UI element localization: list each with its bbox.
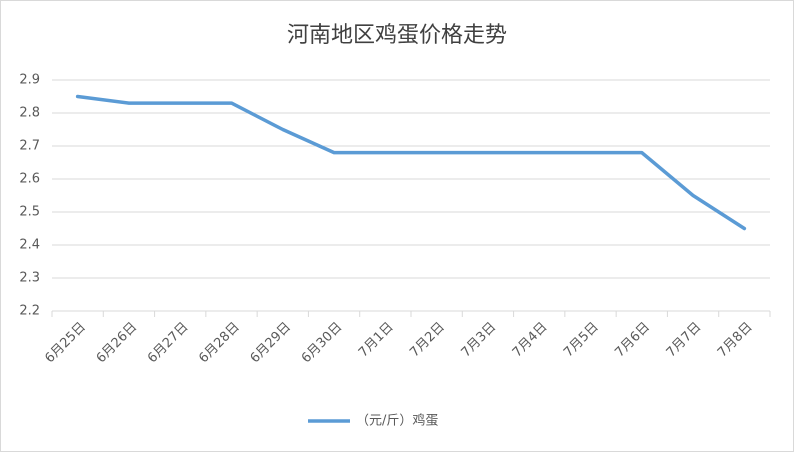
y-tick-label: 2.7 <box>19 139 40 154</box>
legend-label: （元/斤）鸡蛋 <box>356 413 438 429</box>
y-tick-label: 2.3 <box>19 271 40 286</box>
y-tick-label: 2.9 <box>19 73 40 88</box>
series-line <box>75 94 747 231</box>
y-tick-label: 2.8 <box>19 106 40 121</box>
y-tick-label: 2.2 <box>19 304 40 319</box>
chart-title: 河南地区鸡蛋价格走势 <box>287 23 507 48</box>
y-tick-label: 2.5 <box>19 205 40 220</box>
y-tick-label: 2.6 <box>19 172 40 187</box>
y-tick-label: 2.4 <box>19 238 40 253</box>
